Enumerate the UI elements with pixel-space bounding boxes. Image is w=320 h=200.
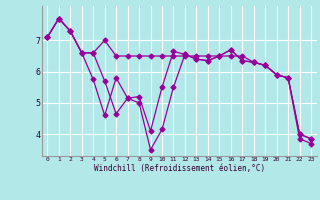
X-axis label: Windchill (Refroidissement éolien,°C): Windchill (Refroidissement éolien,°C) <box>94 164 265 173</box>
